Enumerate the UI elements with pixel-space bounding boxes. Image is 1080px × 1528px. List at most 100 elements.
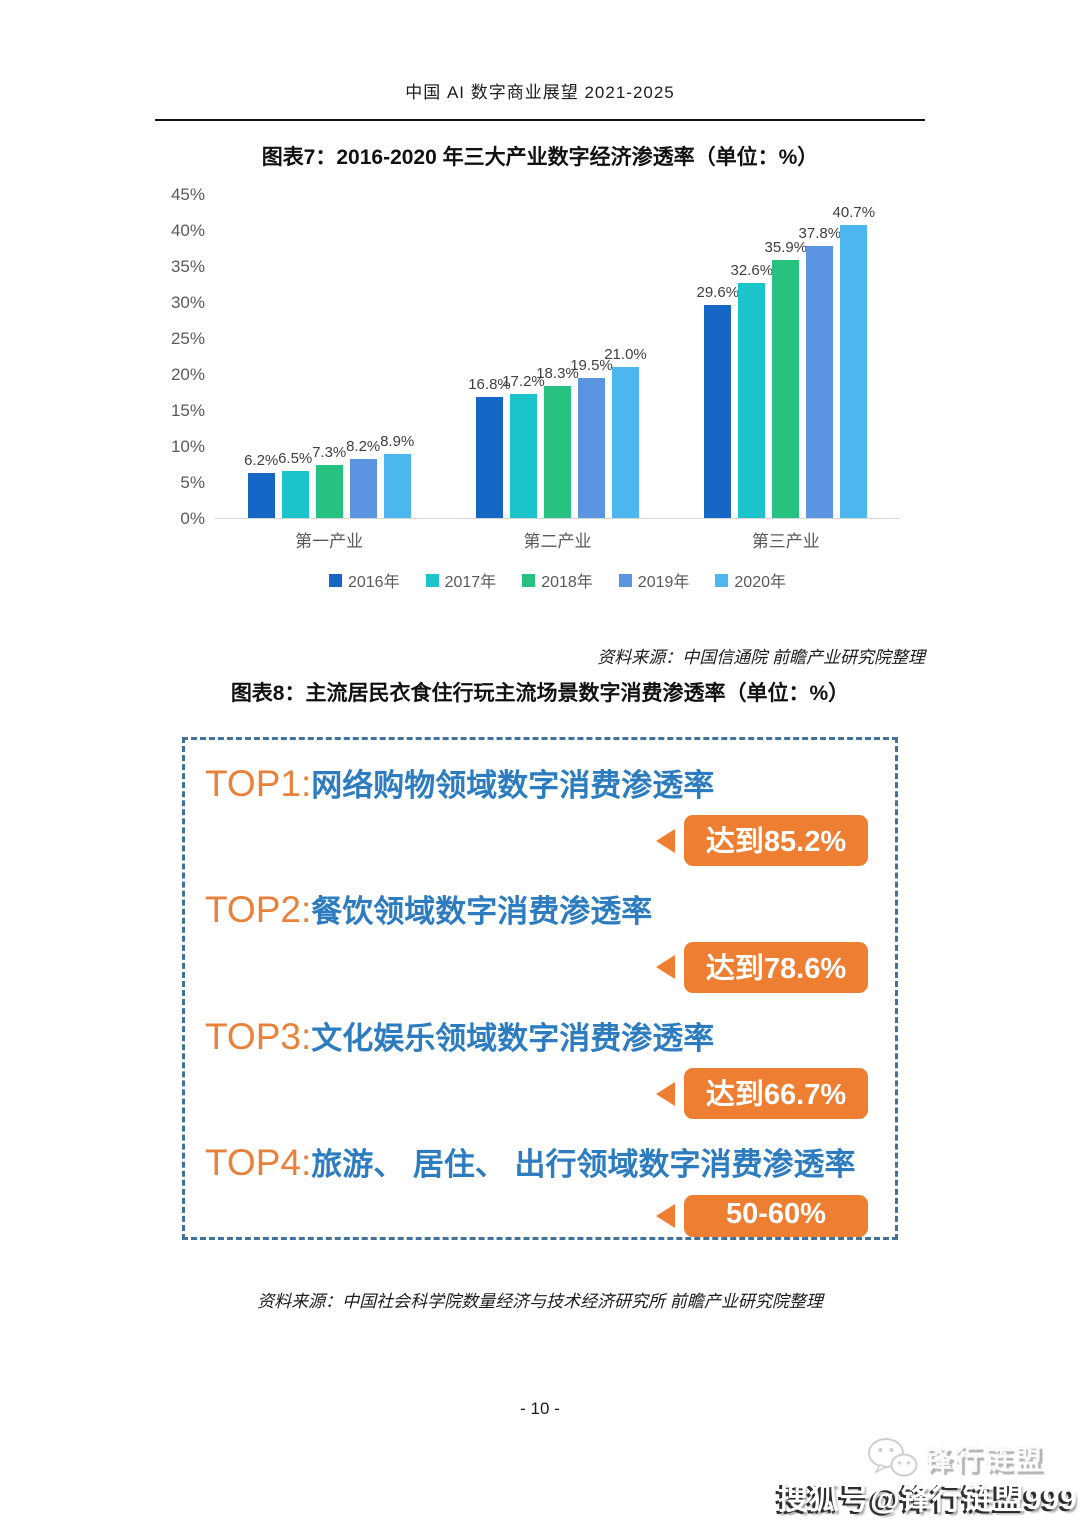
bar-value-label: 16.8% bbox=[468, 376, 511, 393]
bar-column: 29.6% bbox=[697, 284, 739, 518]
bar-column: 17.2% bbox=[502, 373, 545, 518]
top-item-rank: TOP1: bbox=[205, 763, 312, 804]
y-axis-tick: 5% bbox=[180, 473, 205, 492]
legend-label: 2020年 bbox=[734, 574, 787, 591]
bar bbox=[315, 465, 343, 518]
legend-swatch-icon bbox=[522, 573, 536, 587]
bar-column: 8.9% bbox=[380, 433, 414, 518]
top-item-badge-row: 50-60% bbox=[195, 1194, 868, 1237]
legend-item: 2020年 bbox=[715, 568, 786, 592]
bar-value-label: 21.0% bbox=[604, 345, 647, 363]
arrow-left-icon bbox=[656, 828, 675, 853]
bar-value-label: 6.5% bbox=[278, 450, 313, 468]
bar-group: 29.6% 32.6% 35.9% 37.8% 40.7% bbox=[697, 204, 875, 518]
bar-value-label: 7.3% bbox=[312, 444, 347, 462]
legend-item: 2019年 bbox=[618, 568, 690, 592]
bar-column: 6.5% bbox=[278, 450, 312, 518]
header-divider bbox=[155, 119, 925, 121]
bar-value-label: 8.2% bbox=[346, 438, 381, 455]
top-item-value-badge: 达到66.7% bbox=[684, 1068, 868, 1120]
top-item-badge-row: 达到85.2% bbox=[195, 815, 868, 867]
y-axis-tick: 45% bbox=[170, 185, 205, 204]
bar bbox=[383, 453, 411, 518]
bar bbox=[611, 366, 639, 518]
top-item-title: TOP2:餐饮领域数字消费渗透率 bbox=[205, 888, 868, 932]
bar-value-label: 40.7% bbox=[832, 204, 876, 221]
bar-value-label: 19.5% bbox=[570, 356, 613, 374]
y-axis-tick: 25% bbox=[170, 329, 205, 348]
arrow-left-icon bbox=[656, 1203, 675, 1228]
bar-column: 37.8% bbox=[799, 225, 841, 518]
bar bbox=[806, 245, 834, 518]
bar bbox=[704, 304, 732, 518]
top-item-badge-row: 达到78.6% bbox=[195, 941, 868, 993]
bar-value-label: 29.6% bbox=[696, 283, 740, 301]
document-header: 中国 AI 数字商业展望 2021-2025 bbox=[405, 83, 675, 102]
bar-column: 7.3% bbox=[312, 444, 346, 518]
bar-value-label: 17.2% bbox=[502, 373, 545, 391]
top-item-label: 文化娱乐领域数字消费渗透率 bbox=[311, 1020, 715, 1056]
bar bbox=[281, 471, 309, 518]
plot: 6.2% 6.5% 7.3% 8.2% 8.9% 16.8% 17.2% 18.3% 19.5%… bbox=[215, 195, 900, 519]
y-axis-tick: 40% bbox=[170, 221, 205, 240]
top-item-value-badge: 达到85.2% bbox=[684, 815, 868, 867]
top-item-rank: TOP4: bbox=[205, 1142, 312, 1184]
x-axis-categories: 第一产业 第二产业 第三产业 bbox=[165, 527, 900, 552]
bar-column: 32.6% bbox=[731, 262, 773, 518]
top-item-value-badge: 50-60% bbox=[684, 1194, 868, 1237]
arrow-left-icon bbox=[656, 1081, 675, 1106]
y-axis-tick: 35% bbox=[170, 257, 205, 276]
figure8-top-list: TOP1:网络购物领域数字消费渗透率达到85.2% TOP2:餐饮领域数字消费渗透… bbox=[182, 737, 898, 1240]
legend-label: 2019年 bbox=[637, 574, 690, 591]
y-axis-tick: 20% bbox=[170, 365, 205, 384]
bar bbox=[738, 283, 766, 518]
legend-swatch-icon bbox=[425, 573, 439, 587]
bar-column: 21.0% bbox=[604, 346, 647, 518]
chart-plot-area: 0% 5% 10% 15% 20% 25% 30% 35% 40% 45% 6.2% 6.5% 7.3… bbox=[165, 186, 900, 528]
page-number: - 10 - bbox=[520, 1399, 560, 1418]
y-axis-tick: 15% bbox=[170, 401, 205, 420]
bar bbox=[840, 225, 868, 518]
legend-swatch-icon bbox=[328, 573, 342, 587]
top-item-title: TOP3:文化娱乐领域数字消费渗透率 bbox=[205, 1015, 868, 1059]
bar-value-label: 37.8% bbox=[798, 224, 842, 242]
chart-legend: 2016年 2017年 2018年 2019年 2020年 bbox=[165, 568, 900, 592]
top-item-label: 网络购物领域数字消费渗透率 bbox=[311, 768, 715, 803]
x-axis-category-label: 第三产业 bbox=[751, 532, 820, 551]
top-item-rank: TOP3: bbox=[205, 1015, 312, 1057]
bar-group: 6.2% 6.5% 7.3% 8.2% 8.9% bbox=[244, 433, 414, 518]
bar bbox=[577, 377, 605, 518]
bar-column: 19.5% bbox=[570, 357, 613, 518]
bar bbox=[543, 386, 571, 518]
legend-swatch-icon bbox=[618, 573, 632, 587]
bar-value-label: 18.3% bbox=[536, 365, 579, 383]
y-axis-tick: 10% bbox=[170, 437, 205, 456]
x-axis-category-label: 第一产业 bbox=[295, 532, 364, 551]
legend-label: 2016年 bbox=[347, 574, 400, 591]
top-item-rank: TOP2: bbox=[205, 889, 312, 931]
legend-item: 2018年 bbox=[522, 568, 593, 592]
legend-item: 2017年 bbox=[425, 568, 497, 592]
legend-label: 2017年 bbox=[444, 574, 497, 591]
figure8-source: 资料来源：中国社会科学院数量经济与技术经济研究所 前瞻产业研究院整理 bbox=[257, 1292, 823, 1311]
x-axis-category-label: 第二产业 bbox=[523, 532, 592, 551]
bar-value-label: 8.9% bbox=[380, 432, 415, 450]
bar-chart-figure7: 0% 5% 10% 15% 20% 25% 30% 35% 40% 45% 6.2% 6.5% 7.3… bbox=[165, 186, 900, 592]
top-item-label: 旅游、 居住、 出行领域数字消费渗透率 bbox=[311, 1147, 856, 1183]
y-axis: 0% 5% 10% 15% 20% 25% 30% 35% 40% 45% bbox=[165, 186, 215, 528]
bar-column: 40.7% bbox=[833, 204, 875, 518]
bar-column: 16.8% bbox=[468, 376, 511, 518]
top-item-value-badge: 达到78.6% bbox=[684, 941, 868, 993]
top-item-title: TOP1:网络购物领域数字消费渗透率 bbox=[205, 762, 868, 806]
bar bbox=[772, 259, 800, 518]
legend-label: 2018年 bbox=[541, 574, 593, 591]
y-axis-tick: 30% bbox=[170, 293, 205, 312]
bar bbox=[349, 459, 377, 518]
top-item-badge-row: 达到66.7% bbox=[195, 1068, 868, 1120]
bar-value-label: 6.2% bbox=[244, 452, 279, 470]
watermark-brand: 锋行链盟 bbox=[866, 1436, 1044, 1480]
bar-value-label: 35.9% bbox=[764, 238, 808, 256]
bar-column: 6.2% bbox=[244, 452, 278, 518]
arrow-left-icon bbox=[656, 955, 675, 980]
